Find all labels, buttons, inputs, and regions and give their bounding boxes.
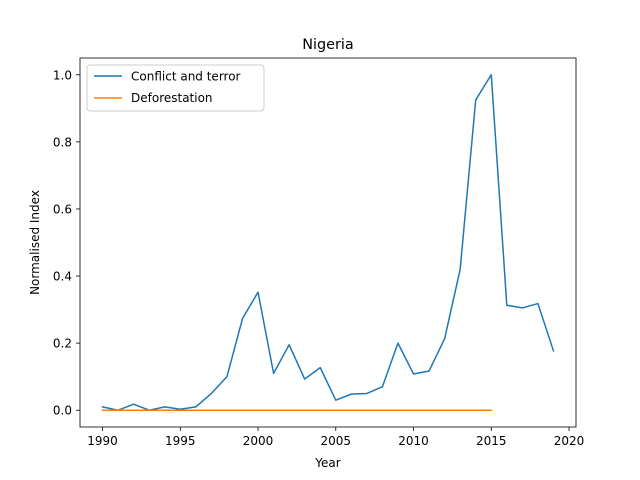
x-tick-label: 2005 <box>321 434 352 448</box>
x-tick-label: 2010 <box>398 434 429 448</box>
y-axis-label: Normalised Index <box>28 190 42 295</box>
x-tick-label: 1995 <box>165 434 196 448</box>
plot-frame <box>79 57 577 428</box>
y-tick-label: 1.0 <box>53 68 72 82</box>
y-tick-label: 0.0 <box>53 404 72 418</box>
x-tick-label: 2020 <box>554 434 585 448</box>
legend-box <box>86 64 265 112</box>
legend: Conflict and terror Deforestation <box>86 64 265 112</box>
legend-label-conflict: Conflict and terror <box>131 70 241 84</box>
y-axis: 0.0 0.2 0.4 0.6 0.8 1.0 <box>53 68 80 418</box>
x-tick-label: 2015 <box>476 434 507 448</box>
x-tick-label: 1990 <box>87 434 118 448</box>
y-tick-label: 0.4 <box>53 270 72 284</box>
x-axis-label: Year <box>314 456 340 470</box>
y-tick-label: 0.8 <box>53 135 72 149</box>
y-tick-label: 0.6 <box>53 202 72 216</box>
x-tick-label: 2000 <box>243 434 274 448</box>
y-tick-label: 0.2 <box>53 337 72 351</box>
series-line-0 <box>101 74 555 411</box>
series-layer <box>101 74 555 411</box>
legend-label-deforestation: Deforestation <box>131 91 213 105</box>
x-axis: 1990 1995 2000 2005 2010 2015 2020 <box>87 427 584 448</box>
chart-title: Nigeria <box>302 37 354 53</box>
